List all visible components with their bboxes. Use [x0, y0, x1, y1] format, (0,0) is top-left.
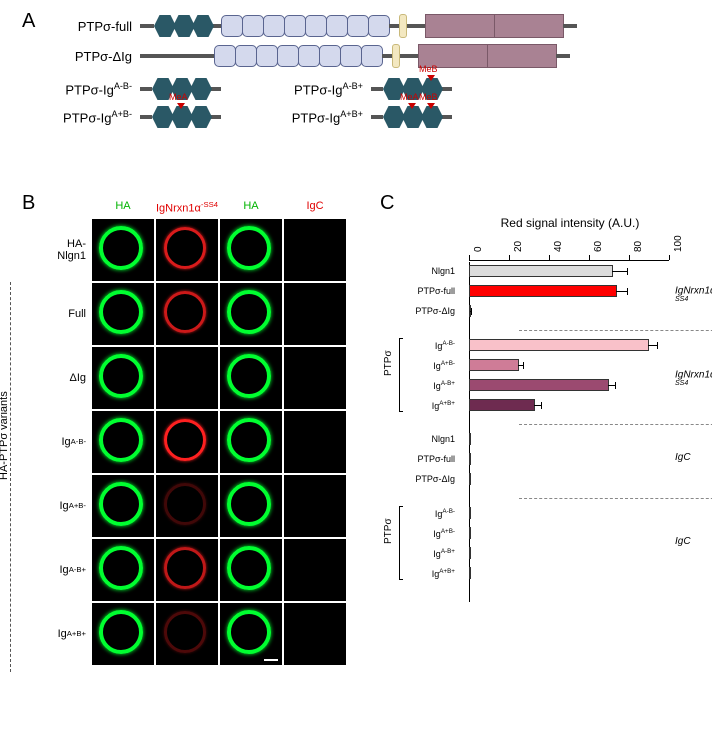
- bar: [469, 527, 471, 539]
- bar-row: IgA-B-: [395, 504, 675, 522]
- bar-row: Nlgn1: [395, 262, 675, 280]
- construct-PTPσ-full: PTPσ-full: [50, 14, 690, 38]
- micrograph: [220, 347, 282, 409]
- micrograph: [92, 475, 154, 537]
- construct-ig: PTPσ-IgA+B-MeA: [50, 106, 221, 128]
- bar: [469, 547, 471, 559]
- row-label: HA-Nlgn1: [20, 219, 90, 281]
- bar: [469, 285, 617, 297]
- micrograph: [284, 411, 346, 473]
- micrograph: [284, 475, 346, 537]
- micrograph: [220, 475, 282, 537]
- row-label: IgA+B+: [20, 603, 90, 665]
- micrograph: [92, 411, 154, 473]
- micrograph: [156, 347, 218, 409]
- bar-row: IgA-B+: [395, 376, 675, 394]
- construct-PTPσ-ΔIg: PTPσ-ΔIg: [50, 44, 690, 68]
- bar-row: Nlgn1: [395, 430, 675, 448]
- col-header: HA: [220, 200, 282, 217]
- construct-ig: PTPσ-IgA-B-: [50, 78, 221, 100]
- condition-label: IgNrxn1α-SS4: [675, 284, 712, 309]
- row-label: IgA-B+: [20, 539, 90, 601]
- bar-row: IgA+B-: [395, 524, 675, 542]
- micrograph: [156, 475, 218, 537]
- micrograph: [220, 219, 282, 281]
- micrograph: [92, 539, 154, 601]
- bar: [469, 567, 471, 579]
- micrograph: [156, 603, 218, 665]
- micrograph: [156, 539, 218, 601]
- bar-row: IgA+B+: [395, 564, 675, 582]
- bar-row: IgA-B+: [395, 544, 675, 562]
- panel-a-label: A: [22, 10, 35, 33]
- bar: [469, 433, 471, 445]
- col-header: IgC: [284, 200, 346, 217]
- micrograph: [92, 603, 154, 665]
- micrograph: [156, 283, 218, 345]
- panel-b: HAIgNrxn1α-SS4HAIgCHA-Nlgn1FullΔIgIgA-B-…: [20, 200, 346, 665]
- construct-label: PTPσ-full: [50, 19, 140, 34]
- panel-a: PTPσ-full PTPσ-ΔIg PTPσ-IgA-B- PTPσ-IgA+B-M…: [50, 14, 690, 134]
- row-label: ΔIg: [20, 347, 90, 409]
- col-header: IgNrxn1α-SS4: [156, 200, 218, 217]
- row-label: IgA+B-: [20, 475, 90, 537]
- micrograph: [220, 539, 282, 601]
- micrograph: [156, 219, 218, 281]
- micrograph: [92, 347, 154, 409]
- row-label: Full: [20, 283, 90, 345]
- micrograph: [92, 219, 154, 281]
- bar-row: IgA-B-: [395, 336, 675, 354]
- scale-bar: [264, 659, 278, 661]
- bar: [469, 453, 471, 465]
- micrograph: [220, 603, 282, 665]
- bar-row: IgA+B-: [395, 356, 675, 374]
- construct-ig: PTPσ-IgA+B+MeAMeB: [281, 106, 452, 128]
- condition-label: IgC: [675, 452, 691, 463]
- bar: [469, 265, 613, 277]
- bar-row: PTPσ-full: [395, 450, 675, 468]
- micrograph: [284, 347, 346, 409]
- side-group-label: HA-PTPσ variants: [0, 391, 10, 480]
- micrograph: [92, 283, 154, 345]
- bar: [469, 359, 519, 371]
- condition-label: IgC: [675, 536, 691, 547]
- condition-label: IgNrxn1α-SS4: [675, 368, 712, 393]
- bar: [469, 379, 609, 391]
- row-label: IgA-B-: [20, 411, 90, 473]
- bar: [469, 305, 471, 317]
- col-header: HA: [92, 200, 154, 217]
- bar-row: PTPσ-ΔIg: [395, 470, 675, 488]
- bar: [469, 507, 471, 519]
- bar-row: PTPσ-full: [395, 282, 675, 300]
- micrograph: [284, 283, 346, 345]
- bar-row: PTPσ-ΔIg: [395, 302, 675, 320]
- bar: [469, 399, 535, 411]
- micrograph: [220, 411, 282, 473]
- axis-title: Red signal intensity (A.U.): [445, 216, 695, 230]
- bar-row: IgA+B+: [395, 396, 675, 414]
- micrograph: [156, 411, 218, 473]
- panel-c-label: C: [380, 192, 394, 215]
- micrograph: [220, 283, 282, 345]
- micrograph: [284, 603, 346, 665]
- micrograph: [284, 219, 346, 281]
- construct-label: PTPσ-ΔIg: [50, 49, 140, 64]
- bar: [469, 339, 649, 351]
- panel-c: Red signal intensity (A.U.) 020406080100…: [395, 216, 695, 652]
- micrograph: [284, 539, 346, 601]
- bar: [469, 473, 471, 485]
